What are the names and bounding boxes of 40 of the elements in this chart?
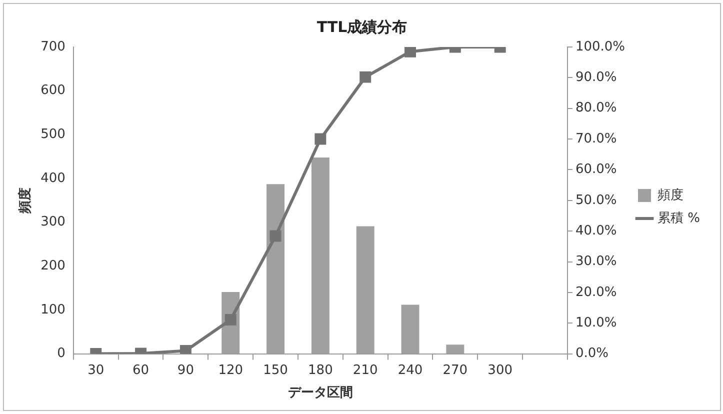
point [404, 47, 416, 58]
y2-tick-label: 0.0% [575, 346, 608, 362]
y2-tick-label: 70.0% [575, 131, 617, 146]
y-axis-title: 頻度 [17, 187, 34, 214]
y-tick-label: 200 [40, 258, 66, 274]
legend-label: 累積 % [658, 210, 700, 226]
x-tick-label: 210 [352, 362, 378, 378]
y2-tick-label: 50.0% [575, 192, 617, 208]
x-tick-label: 270 [442, 362, 468, 378]
y-tick-label: 0 [57, 346, 66, 362]
chart-title: TTL成績分布 [316, 18, 408, 36]
legend-label: 頻度 [658, 186, 684, 203]
x-tick-label: 180 [308, 362, 333, 378]
x-tick-label: 120 [218, 362, 244, 378]
y-tick-label: 600 [40, 83, 66, 98]
y2-tick-label: 40.0% [575, 223, 617, 238]
point [180, 344, 192, 354]
y2-tick-label: 20.0% [575, 284, 617, 300]
x-tick-label: 90 [177, 362, 194, 378]
y-tick-label: 700 [40, 39, 66, 54]
y-tick-label: 500 [40, 127, 66, 142]
y-tick-label: 100 [40, 302, 66, 318]
y-tick-label: 300 [40, 214, 66, 230]
x-tick-label: 300 [488, 362, 512, 378]
x-axis-title: データ区間 [288, 386, 353, 401]
y2-tick-label: 30.0% [575, 254, 617, 270]
y2-tick-label: 10.0% [575, 315, 617, 330]
point [314, 133, 326, 145]
y2-tick-label: 80.0% [575, 100, 617, 116]
x-tick-label: 60 [132, 362, 150, 378]
x-tick-label: 240 [398, 362, 423, 378]
point [270, 230, 282, 242]
x-tick-label: 150 [263, 362, 288, 378]
y2-tick-label: 90.0% [575, 70, 617, 86]
y-tick-label: 400 [40, 170, 66, 186]
y2-tick-label: 100.0% [575, 39, 626, 54]
y2-tick-label: 60.0% [575, 162, 617, 178]
x-tick-label: 30 [88, 362, 104, 378]
point [224, 314, 236, 326]
point [360, 71, 372, 83]
